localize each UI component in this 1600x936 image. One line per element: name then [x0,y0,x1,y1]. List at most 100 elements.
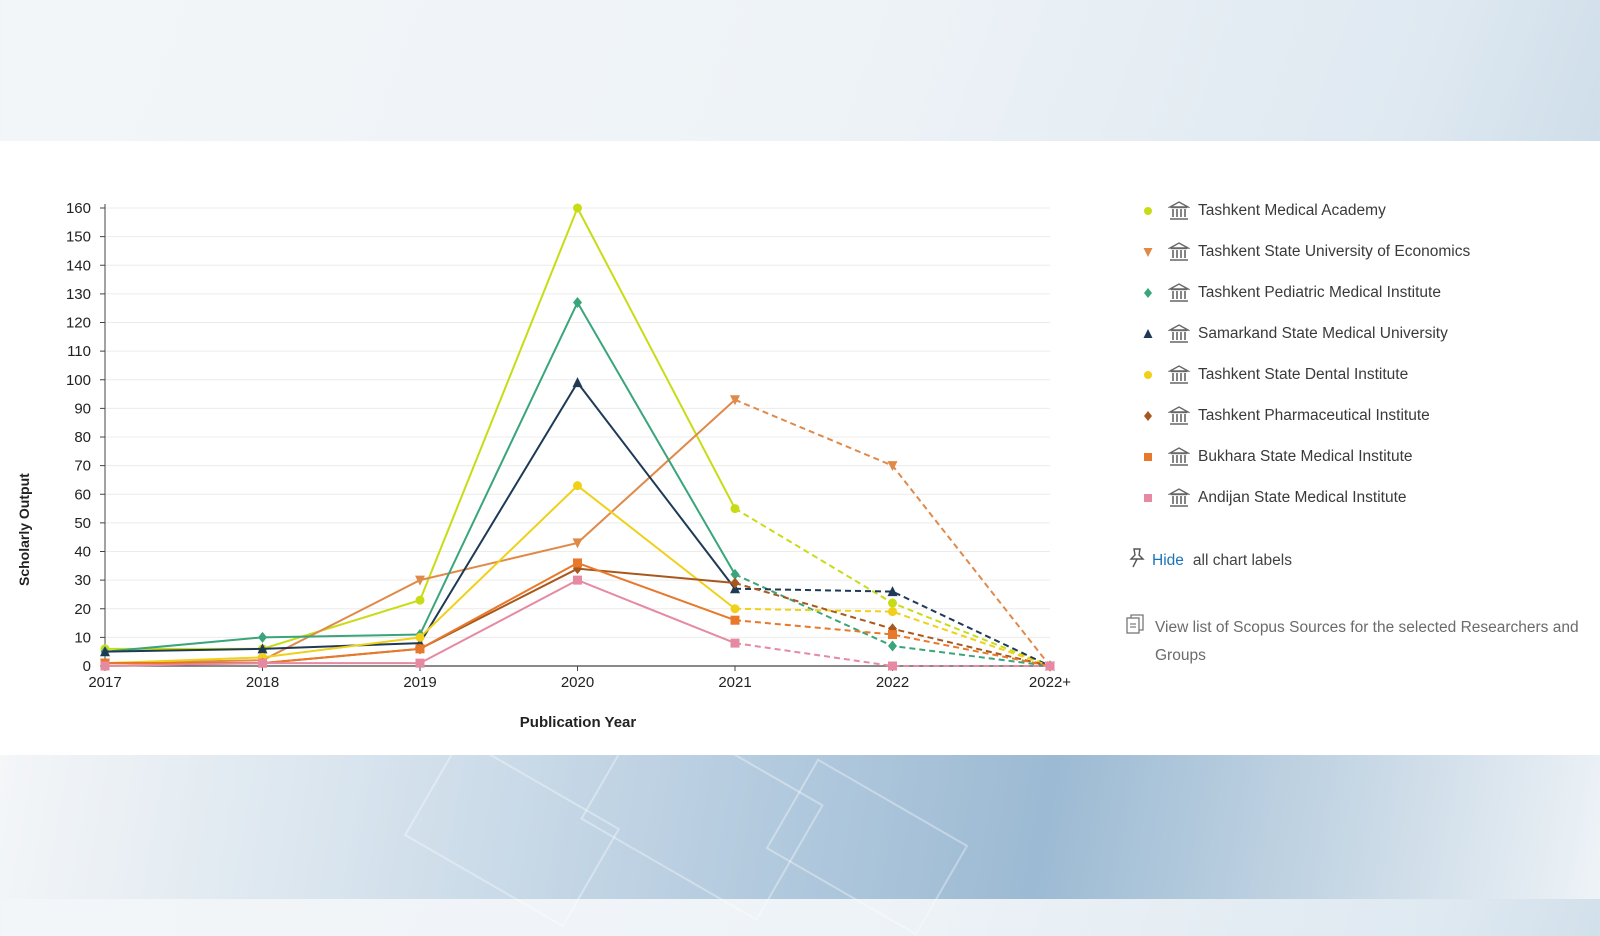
data-point [888,640,897,652]
data-point [100,646,110,657]
data-point [1144,452,1152,461]
data-point [573,481,582,491]
data-point [888,607,897,617]
y-tick-label: 50 [74,515,91,532]
data-point [573,558,582,568]
data-point [415,575,425,586]
legend-label: Tashkent Pediatric Medical Institute [1198,283,1441,301]
institution-icon [1168,282,1190,303]
data-point [887,586,898,597]
data-point [1144,370,1152,379]
view-sources-row[interactable]: View list of Scopus Sources for the sele… [1125,614,1600,670]
institution-icon [1168,405,1190,426]
chart-legend: Tashkent Medical Academy Tashkent State U… [1136,190,1470,518]
series-line-solid [104,380,736,653]
x-tick-label: 2021 [718,674,751,691]
background-decoration [0,702,1600,936]
legend-item[interactable]: Tashkent Pharmaceutical Institute [1136,395,1470,436]
series-line-dashed [734,587,1051,667]
y-tick-label: 10 [74,629,91,646]
x-tick-labels: 2017 2018 2019 2020 2021 2022 2022+ [88,666,1071,691]
legend-marker [1136,283,1160,303]
legend-marker [1136,242,1160,262]
series-andijan-state-medical-institute [100,575,1055,671]
data-point [1143,247,1153,257]
y-tick-label: 0 [83,658,91,675]
legend-marker [1136,406,1160,426]
document-list-icon [1125,614,1145,641]
data-point [258,658,267,668]
series-line-solid [104,399,736,665]
data-point [258,631,267,643]
y-tick-label: 120 [66,315,91,332]
x-tick-label: 2019 [403,674,436,691]
legend-label: Tashkent Pharmaceutical Institute [1198,406,1430,424]
institution-icon [1168,364,1190,385]
data-point [730,395,740,406]
axes [104,204,1050,667]
legend-item[interactable]: Tashkent Pediatric Medical Institute [1136,272,1470,313]
legend-item[interactable]: Bukhara State Medical Institute [1136,436,1470,477]
data-point [730,615,740,625]
hide-labels-row: Hide all chart labels [1128,547,1292,574]
x-tick-label: 2022 [876,674,909,691]
legend-label: Bukhara State Medical Institute [1198,447,1413,465]
data-point [415,595,425,605]
legend-marker [1136,488,1160,508]
institution-icon [1168,323,1190,344]
y-tick-label: 20 [74,601,91,618]
data-point [573,296,582,308]
series-line-dashed [734,619,1051,667]
legend-item[interactable]: Tashkent Medical Academy [1136,190,1470,231]
data-point [573,575,582,585]
series-samarkand-state-medical-university [100,377,1055,671]
legend-label: Samarkand State Medical University [1198,324,1448,342]
chart-panel: 0 10 20 30 40 50 60 70 80 90 100 110 120 130 140 150 160… [0,141,1600,755]
y-tick-label: 160 [66,200,91,217]
data-point [1144,410,1152,421]
y-tick-labels: 0 10 20 30 40 50 60 70 80 90 100 110 120 130 140 150 160 [66,200,91,675]
data-point [1144,287,1152,298]
institution-icon [1168,487,1190,508]
data-point [730,504,740,514]
legend-item[interactable]: Tashkent State Dental Institute [1136,354,1470,395]
data-point [1144,493,1152,502]
data-point [415,658,425,668]
x-axis-title: Publication Year [520,714,637,731]
data-point [415,632,425,642]
legend-marker [1136,201,1160,221]
data-point [888,630,897,640]
data-point [730,638,740,648]
legend-item[interactable]: Andijan State Medical Institute [1136,477,1470,518]
data-point [257,643,268,654]
y-tick-label: 60 [74,486,91,503]
line-chart: 0 10 20 30 40 50 60 70 80 90 100 110 120 130 140 150 160… [66,200,1071,731]
y-tick-label: 130 [66,286,91,303]
legend-marker [1136,324,1160,344]
y-tick-label: 150 [66,229,91,246]
legend-label: Andijan State Medical Institute [1198,488,1407,506]
data-point [572,538,583,549]
data-point [415,644,425,654]
pin-icon [1128,547,1146,574]
hide-labels-link[interactable]: Hide [1152,551,1184,569]
series-line-dashed [734,607,1051,667]
institution-icon [1168,241,1190,262]
legend-item[interactable]: Samarkand State Medical University [1136,313,1470,354]
grid-lines [100,207,1050,667]
x-tick-label: 2020 [561,674,594,691]
legend-marker [1136,365,1160,385]
legend-label: Tashkent State University of Economics [1198,242,1471,260]
legend-item[interactable]: Tashkent State University of Economics [1136,231,1470,272]
view-sources-link[interactable]: View list of Scopus Sources for the sele… [1155,619,1579,664]
data-point [1143,328,1153,338]
hide-labels-text: all chart labels [1192,551,1292,569]
legend-marker [1136,447,1160,467]
y-tick-label: 30 [74,572,91,589]
y-tick-label: 80 [74,429,91,446]
y-axis-title: Scholarly Output [16,473,32,586]
institution-icon [1168,446,1190,467]
y-tick-label: 40 [74,544,91,561]
data-point [100,661,110,671]
series-line-dashed [734,642,1050,667]
